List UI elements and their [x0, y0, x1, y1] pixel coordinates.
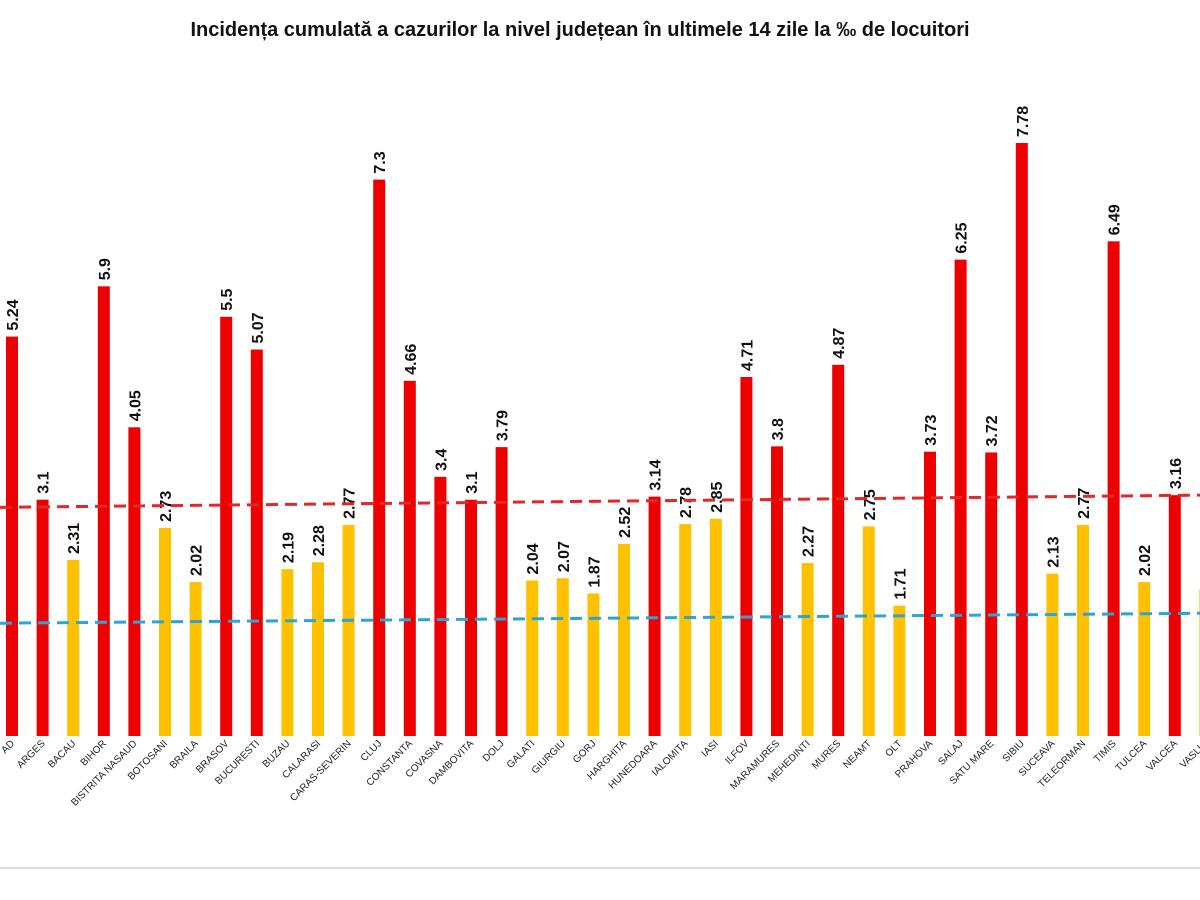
bar — [893, 605, 906, 736]
value-label: 5.07 — [250, 312, 267, 343]
x-tick-label: ILFOV — [723, 738, 751, 766]
bar — [465, 499, 477, 736]
value-label: 3.1 — [464, 471, 481, 493]
value-label: 1.93 — [1198, 552, 1200, 583]
value-label: 2.78 — [678, 487, 695, 518]
bar — [495, 447, 508, 736]
x-tick-label: AD — [0, 738, 17, 756]
bar — [679, 524, 692, 736]
bar — [250, 349, 263, 736]
value-label: 1.71 — [892, 568, 909, 599]
value-label: 5.9 — [97, 258, 114, 280]
value-label: 4.87 — [831, 328, 848, 359]
value-label: 2.19 — [280, 532, 297, 563]
value-label: 4.66 — [403, 344, 420, 375]
value-label: 3.4 — [433, 449, 450, 471]
bar — [36, 499, 49, 736]
bar — [801, 562, 814, 736]
x-tick-label: GORJ — [571, 738, 598, 765]
value-label: 6.25 — [954, 222, 971, 253]
x-tick-label: GIURGIU — [530, 738, 568, 776]
value-label: 2.02 — [1137, 545, 1154, 576]
x-tick-label: NEAMT — [841, 738, 874, 771]
bar — [1015, 142, 1028, 737]
bar — [403, 380, 416, 736]
bar — [67, 559, 80, 736]
bar — [128, 427, 141, 736]
bar — [97, 286, 110, 736]
value-label: 2.13 — [1045, 536, 1062, 567]
x-tick-label: ARGES — [15, 738, 48, 771]
x-tick-label: VASLUI — [1178, 738, 1200, 770]
bar — [862, 526, 875, 736]
bar — [312, 562, 324, 736]
value-label: 4.71 — [739, 340, 756, 371]
bar — [189, 582, 202, 736]
bar — [6, 336, 18, 736]
bar — [373, 179, 386, 737]
x-tick-label: DOLJ — [481, 738, 507, 764]
x-tick-label: TULCEA — [1114, 738, 1150, 774]
x-tick-label: SIBIU — [1001, 738, 1027, 764]
bar — [342, 524, 355, 736]
value-label: 2.75 — [862, 489, 879, 520]
value-label: 2.27 — [801, 526, 818, 557]
value-label: 3.72 — [984, 415, 1001, 446]
bar — [618, 543, 630, 736]
value-label: 3.16 — [1168, 458, 1185, 489]
bar — [159, 527, 171, 736]
value-label: 2.31 — [66, 523, 83, 554]
bar — [556, 578, 569, 736]
bar — [832, 364, 845, 736]
value-label: 3.14 — [648, 459, 665, 490]
bar — [740, 376, 753, 736]
value-label: 3.79 — [495, 410, 512, 441]
reference-line — [0, 493, 1200, 509]
x-tick-label: TIMIS — [1092, 738, 1119, 765]
value-label: 2.77 — [1076, 488, 1093, 519]
value-label: 2.07 — [556, 541, 573, 572]
value-label: 1.87 — [586, 556, 603, 587]
x-tick-label: BIHOR — [79, 738, 109, 768]
value-label: 3.8 — [770, 418, 787, 440]
value-label: 2.85 — [709, 482, 726, 513]
reference-line — [0, 611, 1200, 625]
value-label: 7.3 — [372, 151, 389, 173]
bar — [924, 451, 936, 736]
value-label: 3.1 — [36, 471, 53, 493]
bar — [587, 593, 600, 736]
bar — [1077, 524, 1089, 736]
x-tick-label: IASI — [700, 738, 721, 759]
bar — [1046, 573, 1059, 736]
x-tick-label: MURES — [810, 738, 844, 772]
bar — [220, 316, 233, 736]
x-tick-label: CLUJ — [359, 738, 384, 763]
value-label: 3.73 — [923, 414, 940, 445]
bar — [1138, 582, 1151, 736]
value-label: 2.73 — [158, 491, 175, 522]
x-tick-label: OLT — [884, 738, 905, 759]
bar — [526, 580, 539, 736]
x-tick-label: VALCEA — [1145, 738, 1180, 773]
value-label: 2.02 — [189, 545, 206, 576]
bar — [985, 452, 998, 736]
value-label: 2.04 — [525, 543, 542, 574]
value-label: 6.49 — [1107, 204, 1124, 235]
value-label: 7.78 — [1015, 106, 1032, 137]
bar — [434, 476, 447, 736]
bar — [1107, 241, 1120, 736]
value-label: 5.24 — [5, 299, 22, 330]
bar — [1168, 495, 1181, 736]
x-tick-label: SALAJ — [936, 738, 965, 767]
bar — [709, 518, 722, 736]
bar — [771, 446, 783, 736]
value-label: 5.5 — [219, 288, 236, 310]
value-label: 4.05 — [127, 390, 144, 421]
chart-title: Incidența cumulată a cazurilor la nivel … — [190, 19, 969, 41]
bar — [281, 569, 294, 736]
value-label: 2.52 — [617, 507, 634, 538]
x-tick-label: BACAU — [46, 738, 78, 770]
value-label: 2.28 — [311, 525, 328, 556]
